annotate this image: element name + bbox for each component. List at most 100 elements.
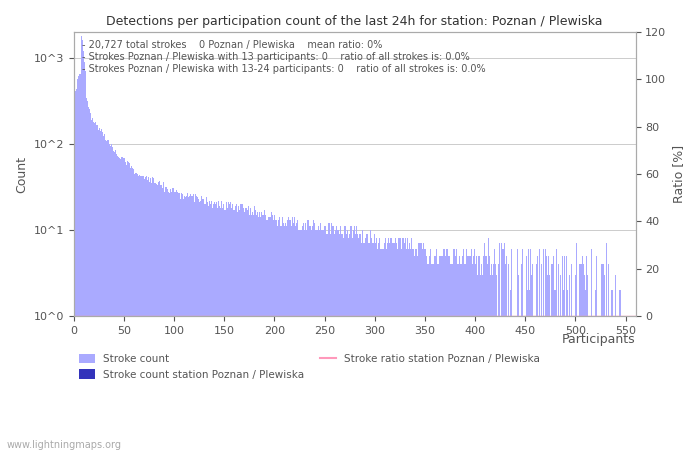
Bar bbox=[279, 217, 280, 450]
Bar bbox=[607, 316, 608, 450]
Bar bbox=[178, 193, 180, 450]
Bar bbox=[610, 316, 611, 450]
Bar bbox=[571, 264, 572, 450]
Bar bbox=[459, 264, 461, 450]
Bar bbox=[333, 226, 334, 450]
Bar bbox=[412, 249, 414, 450]
Bar bbox=[558, 264, 559, 450]
Bar bbox=[392, 243, 393, 450]
Bar bbox=[597, 316, 598, 450]
Bar bbox=[361, 243, 362, 450]
Stroke ratio station Poznan / Plewiska bbox=[546, 314, 554, 319]
Bar bbox=[393, 243, 394, 450]
Bar bbox=[107, 140, 108, 450]
Bar bbox=[547, 275, 548, 450]
Bar bbox=[354, 226, 355, 450]
Bar bbox=[78, 76, 79, 450]
Bar bbox=[284, 226, 285, 450]
Bar bbox=[494, 249, 495, 450]
Y-axis label: Count: Count bbox=[15, 156, 28, 193]
Bar bbox=[426, 256, 428, 450]
Bar bbox=[415, 249, 416, 450]
Bar bbox=[160, 185, 162, 450]
Bar bbox=[201, 196, 202, 450]
Bar bbox=[93, 122, 95, 450]
Stroke ratio station Poznan / Plewiska bbox=[631, 314, 640, 319]
Bar bbox=[542, 249, 544, 450]
Bar bbox=[635, 316, 636, 450]
Bar bbox=[186, 196, 187, 450]
Bar bbox=[495, 264, 496, 450]
Bar bbox=[74, 118, 76, 450]
Bar bbox=[319, 230, 320, 450]
Bar bbox=[596, 256, 597, 450]
Title: Detections per participation count of the last 24h for station: Poznan / Plewisk: Detections per participation count of th… bbox=[106, 15, 603, 28]
Bar bbox=[488, 238, 489, 450]
Bar bbox=[327, 234, 328, 450]
Bar bbox=[346, 234, 347, 450]
Bar bbox=[100, 131, 102, 450]
Bar bbox=[533, 316, 534, 450]
Bar bbox=[265, 215, 266, 450]
Bar bbox=[477, 256, 479, 450]
Bar bbox=[403, 238, 405, 450]
Bar bbox=[612, 290, 613, 450]
Bar bbox=[474, 249, 475, 450]
Bar bbox=[293, 223, 294, 450]
Bar bbox=[511, 249, 512, 450]
Bar bbox=[271, 212, 272, 450]
Bar bbox=[83, 51, 84, 450]
Legend: Stroke count, Stroke count station Poznan / Plewiska, Stroke ratio station Pozna: Stroke count, Stroke count station Pozna… bbox=[76, 350, 544, 384]
Bar bbox=[188, 196, 190, 450]
Bar bbox=[176, 192, 178, 450]
Bar bbox=[424, 249, 426, 450]
Bar bbox=[194, 202, 195, 450]
Bar bbox=[113, 151, 114, 450]
Bar bbox=[419, 243, 421, 450]
Bar bbox=[594, 316, 595, 450]
Bar bbox=[169, 189, 171, 450]
Bar bbox=[193, 194, 194, 450]
Bar bbox=[318, 226, 319, 450]
Bar bbox=[316, 230, 317, 450]
Bar bbox=[102, 132, 104, 450]
Y-axis label: Ratio [%]: Ratio [%] bbox=[672, 145, 685, 203]
Bar bbox=[631, 316, 632, 450]
Bar bbox=[258, 217, 259, 450]
Bar bbox=[254, 206, 255, 450]
Bar bbox=[139, 175, 141, 450]
Stroke ratio station Poznan / Plewiska bbox=[75, 314, 83, 319]
Bar bbox=[292, 217, 293, 450]
Bar bbox=[545, 249, 546, 450]
Bar bbox=[253, 215, 254, 450]
Bar bbox=[345, 226, 346, 450]
Bar bbox=[379, 238, 380, 450]
Bar bbox=[155, 184, 157, 450]
Bar bbox=[489, 275, 491, 450]
Bar bbox=[246, 208, 247, 450]
Bar bbox=[447, 249, 449, 450]
Bar bbox=[484, 256, 486, 450]
Bar bbox=[532, 264, 533, 450]
Bar bbox=[622, 316, 623, 450]
Bar bbox=[94, 123, 95, 450]
Bar bbox=[507, 316, 508, 450]
Bar bbox=[591, 249, 592, 450]
Bar bbox=[554, 290, 555, 450]
Bar bbox=[535, 316, 536, 450]
Bar bbox=[339, 234, 340, 450]
Bar bbox=[299, 230, 300, 450]
Bar bbox=[84, 62, 85, 450]
Bar bbox=[256, 215, 257, 450]
Bar bbox=[479, 256, 480, 450]
Bar bbox=[437, 249, 438, 450]
Bar bbox=[609, 316, 610, 450]
Bar bbox=[95, 122, 97, 450]
Bar bbox=[127, 161, 129, 450]
Bar bbox=[582, 256, 583, 450]
Bar bbox=[328, 223, 329, 450]
Bar bbox=[530, 249, 531, 450]
Stroke ratio station Poznan / Plewiska bbox=[434, 314, 442, 319]
Bar bbox=[544, 316, 545, 450]
Bar bbox=[276, 220, 277, 450]
